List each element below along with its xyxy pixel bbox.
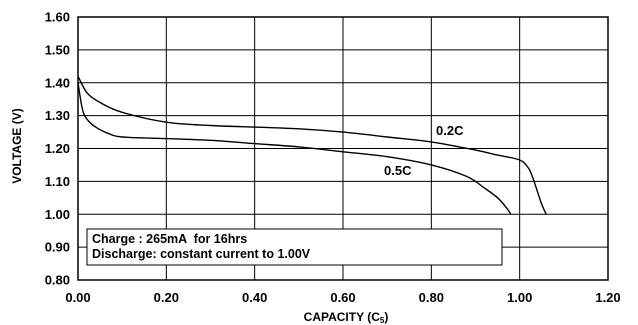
series-label-0.5c: 0.5C	[384, 163, 412, 178]
y-tick-label: 0.90	[45, 240, 70, 255]
x-tick-labels: 0.00 0.20 0.40 0.60 0.80 1.00 1.20	[65, 290, 620, 305]
y-tick-label: 1.20	[45, 141, 70, 156]
x-axis-title-close: )	[384, 310, 388, 324]
plot-frame	[77, 16, 609, 281]
y-tick-label: 1.50	[45, 42, 70, 57]
series-label-0.2c: 0.2C	[436, 123, 464, 138]
y-axis-title: VOLTAGE (V)	[10, 108, 24, 184]
annotation-box	[86, 228, 503, 266]
y-tick-label: 1.10	[45, 174, 70, 189]
y-tick-label: 1.30	[45, 108, 70, 123]
series-line-0.2c	[77, 75, 547, 215]
x-tick-label: 0.60	[330, 290, 355, 305]
series-line-0.5c	[77, 82, 512, 215]
annotation-charge: Charge : 265mA for 16hrs	[92, 232, 247, 246]
x-axis-title-main: CAPACITY (C	[304, 310, 381, 324]
y-tick-label: 0.80	[45, 273, 70, 288]
x-tick-label: 0.80	[419, 290, 444, 305]
x-tick-label: 0.40	[242, 290, 267, 305]
y-tick-label: 1.40	[45, 75, 70, 90]
y-tick-labels: 0.80 0.90 1.00 1.10 1.20 1.30 1.40 1.50 1.60	[45, 10, 70, 288]
x-tick-label: 0.00	[65, 290, 90, 305]
x-axis-title: CAPACITY (C5)	[304, 310, 389, 325]
x-tick-label: 0.20	[154, 290, 179, 305]
y-tick-label: 1.00	[45, 207, 70, 222]
x-tick-label: 1.00	[507, 290, 532, 305]
curves	[77, 75, 547, 215]
annotation-discharge: Discharge: constant current to 1.00V	[92, 247, 311, 261]
x-tick-label: 1.20	[595, 290, 620, 305]
y-tick-label: 1.60	[45, 10, 70, 25]
x-axis-title-subscript: 5	[380, 316, 385, 325]
